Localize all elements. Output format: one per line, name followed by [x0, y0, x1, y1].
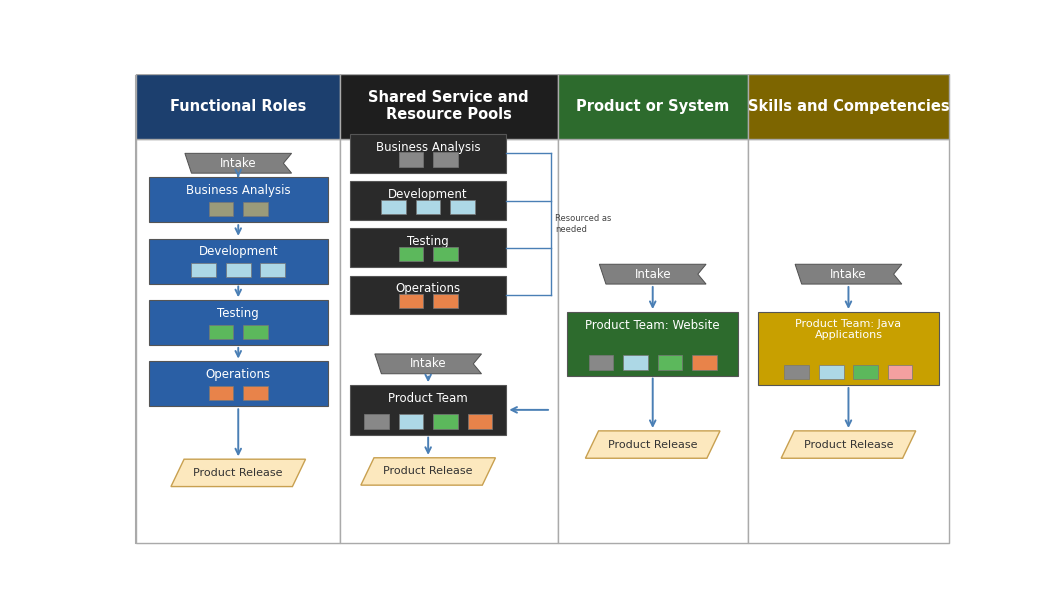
Polygon shape [586, 431, 720, 459]
FancyBboxPatch shape [244, 386, 268, 400]
FancyBboxPatch shape [748, 74, 949, 139]
Polygon shape [170, 459, 306, 487]
Polygon shape [795, 264, 902, 284]
Text: Product Team: Java
Applications: Product Team: Java Applications [795, 319, 901, 340]
Text: Product Release: Product Release [608, 440, 698, 449]
FancyBboxPatch shape [148, 238, 327, 284]
Text: Business Analysis: Business Analysis [186, 184, 290, 197]
Text: Functional Roles: Functional Roles [170, 99, 306, 113]
FancyBboxPatch shape [398, 294, 424, 308]
FancyBboxPatch shape [340, 74, 557, 139]
FancyBboxPatch shape [450, 200, 474, 214]
FancyBboxPatch shape [468, 414, 492, 428]
Text: Product Team: Website: Product Team: Website [586, 319, 720, 332]
FancyBboxPatch shape [658, 356, 682, 370]
FancyBboxPatch shape [349, 276, 506, 314]
FancyBboxPatch shape [364, 414, 389, 428]
Text: Skills and Competencies: Skills and Competencies [748, 99, 949, 113]
Text: Product Release: Product Release [383, 466, 473, 476]
FancyBboxPatch shape [261, 264, 285, 278]
FancyBboxPatch shape [887, 365, 913, 379]
FancyBboxPatch shape [148, 177, 327, 223]
Text: Operations: Operations [396, 282, 461, 295]
Text: Product Release: Product Release [804, 440, 893, 449]
Polygon shape [599, 264, 706, 284]
FancyBboxPatch shape [433, 153, 457, 167]
Text: Intake: Intake [634, 268, 671, 281]
FancyBboxPatch shape [244, 325, 268, 339]
Polygon shape [361, 458, 496, 485]
FancyBboxPatch shape [398, 153, 424, 167]
Polygon shape [375, 354, 482, 374]
FancyBboxPatch shape [192, 264, 216, 278]
FancyBboxPatch shape [557, 74, 748, 139]
FancyBboxPatch shape [244, 202, 268, 216]
FancyBboxPatch shape [819, 365, 844, 379]
Text: Product or System: Product or System [576, 99, 730, 113]
Text: Development: Development [198, 245, 279, 258]
FancyBboxPatch shape [433, 294, 457, 308]
FancyBboxPatch shape [209, 202, 233, 216]
FancyBboxPatch shape [433, 414, 457, 428]
Text: Intake: Intake [830, 268, 866, 281]
Text: Intake: Intake [220, 157, 256, 170]
FancyBboxPatch shape [349, 181, 506, 220]
Text: Resourced as
needed: Resourced as needed [555, 215, 611, 234]
FancyBboxPatch shape [137, 139, 340, 543]
FancyBboxPatch shape [226, 264, 251, 278]
FancyBboxPatch shape [568, 312, 738, 376]
FancyBboxPatch shape [589, 356, 613, 370]
FancyBboxPatch shape [557, 139, 748, 543]
FancyBboxPatch shape [148, 300, 327, 345]
FancyBboxPatch shape [137, 74, 340, 139]
FancyBboxPatch shape [758, 312, 939, 385]
FancyBboxPatch shape [416, 200, 441, 214]
Text: Product Team: Product Team [389, 392, 468, 405]
Text: Product Release: Product Release [194, 468, 283, 478]
FancyBboxPatch shape [349, 229, 506, 267]
FancyBboxPatch shape [381, 200, 406, 214]
FancyBboxPatch shape [209, 386, 233, 400]
FancyBboxPatch shape [137, 76, 949, 543]
Text: Business Analysis: Business Analysis [376, 140, 481, 154]
Text: Testing: Testing [408, 235, 449, 248]
FancyBboxPatch shape [785, 365, 809, 379]
FancyBboxPatch shape [748, 139, 949, 543]
Polygon shape [782, 431, 916, 459]
FancyBboxPatch shape [623, 356, 648, 370]
Text: Development: Development [389, 188, 468, 201]
FancyBboxPatch shape [349, 134, 506, 173]
Text: Testing: Testing [217, 306, 259, 320]
FancyBboxPatch shape [340, 139, 557, 543]
FancyBboxPatch shape [693, 356, 717, 370]
FancyBboxPatch shape [398, 247, 424, 261]
Text: Intake: Intake [410, 357, 447, 370]
Text: Operations: Operations [205, 368, 271, 381]
Text: Shared Service and
Resource Pools: Shared Service and Resource Pools [369, 90, 530, 123]
FancyBboxPatch shape [854, 365, 878, 379]
FancyBboxPatch shape [209, 325, 233, 339]
FancyBboxPatch shape [433, 247, 457, 261]
FancyBboxPatch shape [349, 385, 506, 435]
FancyBboxPatch shape [148, 362, 327, 406]
FancyBboxPatch shape [398, 414, 424, 428]
Polygon shape [185, 153, 291, 173]
